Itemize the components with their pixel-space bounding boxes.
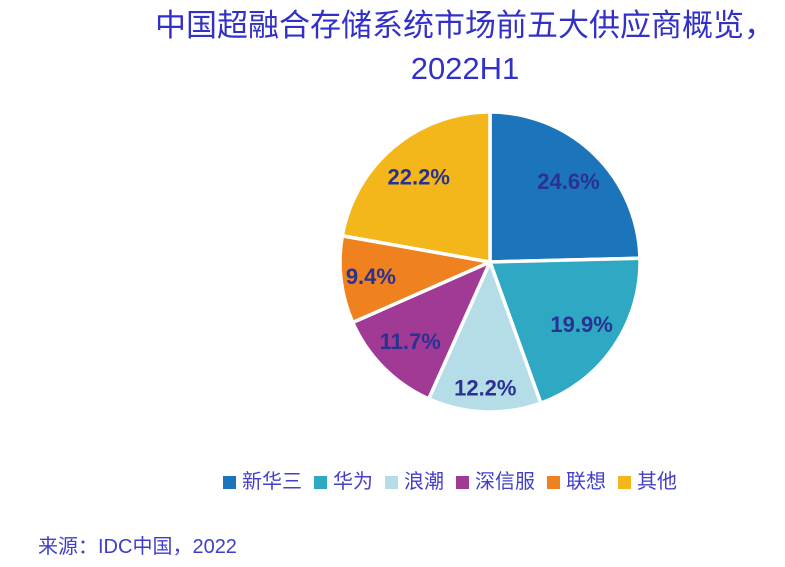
pie-slice-label-6: 22.2%: [388, 164, 450, 189]
legend-label-4: 深信服: [475, 471, 535, 493]
pie-chart: 24.6% 19.9% 12.2% 11.7% 9.4% 22.2%: [338, 110, 642, 414]
legend-item-3: 浪潮: [385, 470, 444, 494]
pie-slice-label-5: 9.4%: [346, 264, 396, 289]
pie-slice-label-3: 12.2%: [454, 375, 516, 400]
chart-title: 中国超融合存储系统市场前五大供应商概览， 2022H1: [145, 4, 785, 90]
chart-title-line2: 2022H1: [410, 51, 520, 86]
legend-swatch-2: [314, 475, 327, 489]
legend-label-5: 联想: [566, 471, 606, 493]
legend-swatch-5: [547, 475, 560, 489]
pie-slice-2: [488, 256, 642, 405]
legend-item-5: 联想: [547, 470, 606, 494]
legend-label-2: 华为: [333, 471, 373, 493]
pie-slice-4: [350, 260, 492, 401]
legend-swatch-4: [456, 475, 469, 489]
legend: 新华三 华为 浪潮 深信服 联想 其他: [0, 470, 785, 494]
legend-label-3: 浪潮: [404, 471, 444, 493]
pie-slice-label-4: 11.7%: [380, 329, 441, 354]
legend-swatch-1: [223, 475, 236, 489]
legend-item-4: 深信服: [456, 470, 535, 494]
legend-item-6: 其他: [618, 470, 677, 494]
legend-label-1: 新华三: [242, 471, 302, 493]
pie-slice-6: [340, 110, 492, 264]
source-note: 来源：IDC中国，2022: [38, 536, 237, 558]
legend-swatch-3: [385, 475, 398, 489]
legend-swatch-6: [618, 475, 631, 489]
legend-label-6: 其他: [637, 471, 677, 493]
pie-slice-label-1: 24.6%: [537, 169, 599, 194]
legend-item-2: 华为: [314, 470, 373, 494]
pie-slice-1: [488, 110, 642, 264]
pie-slice-3: [426, 260, 543, 414]
pie-slice-label-2: 19.9%: [550, 312, 612, 337]
legend-item-1: 新华三: [223, 470, 302, 494]
chart-title-line1: 中国超融合存储系统市场前五大供应商概览，: [155, 8, 775, 43]
